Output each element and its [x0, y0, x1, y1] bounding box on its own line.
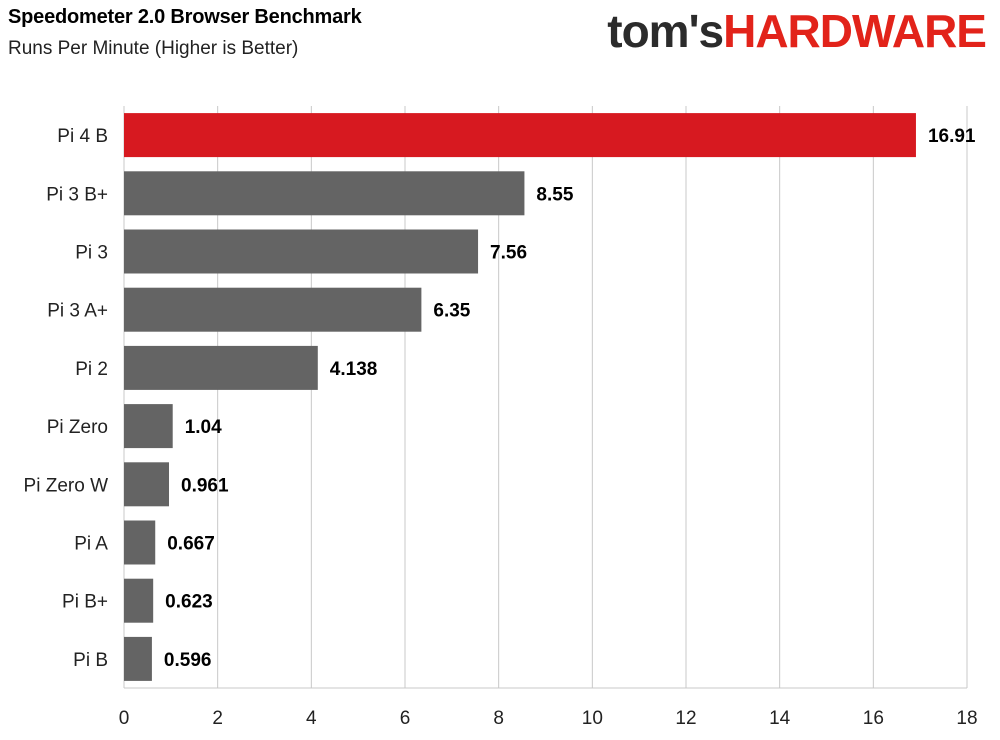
x-tick-label-9: 18 — [956, 708, 977, 729]
x-tick-label-2: 4 — [306, 708, 317, 729]
category-label-6: Pi Zero W — [24, 475, 109, 496]
category-label-4: Pi 2 — [75, 359, 108, 380]
value-label-1: 8.55 — [536, 184, 573, 205]
chart-subtitle: Runs Per Minute (Higher is Better) — [8, 38, 299, 59]
bar-3 — [124, 287, 422, 332]
value-label-5: 1.04 — [185, 417, 222, 438]
brand-logo-part2: HARDWARE — [723, 5, 987, 57]
bar-6 — [124, 462, 170, 507]
category-label-3: Pi 3 A+ — [47, 301, 108, 322]
bar-0 — [124, 113, 916, 158]
bar-7 — [124, 520, 156, 565]
value-label-6: 0.961 — [181, 475, 229, 496]
value-label-9: 0.596 — [164, 650, 212, 671]
category-label-2: Pi 3 — [75, 243, 108, 264]
value-label-4: 4.138 — [330, 359, 378, 380]
x-tick-label-5: 10 — [582, 708, 603, 729]
bar-5 — [124, 404, 173, 449]
x-tick-label-8: 16 — [863, 708, 884, 729]
category-label-5: Pi Zero — [47, 417, 108, 438]
value-label-2: 7.56 — [490, 243, 527, 264]
category-label-1: Pi 3 B+ — [46, 184, 108, 205]
category-label-8: Pi B+ — [62, 592, 108, 613]
value-label-8: 0.623 — [165, 592, 213, 613]
x-tick-label-7: 14 — [769, 708, 791, 729]
value-label-3: 6.35 — [433, 301, 470, 322]
x-tick-label-1: 2 — [212, 708, 223, 729]
category-label-7: Pi A — [74, 534, 108, 555]
chart-title: Speedometer 2.0 Browser Benchmark — [8, 6, 362, 28]
x-tick-label-4: 8 — [493, 708, 504, 729]
brand-logo-part1: tom's — [607, 5, 724, 57]
value-label-7: 0.667 — [167, 534, 215, 555]
bar-4 — [124, 345, 318, 390]
brand-logo: tom'sHARDWARE — [607, 5, 987, 57]
x-tick-label-0: 0 — [119, 708, 130, 729]
category-label-9: Pi B — [73, 650, 108, 671]
category-label-0: Pi 4 B — [57, 126, 108, 147]
x-tick-label-3: 6 — [400, 708, 411, 729]
bar-9 — [124, 636, 152, 681]
bar-2 — [124, 229, 479, 274]
bar-8 — [124, 578, 154, 623]
bar-1 — [124, 171, 525, 216]
value-label-0: 16.91 — [928, 126, 976, 147]
x-tick-label-6: 12 — [675, 708, 696, 729]
